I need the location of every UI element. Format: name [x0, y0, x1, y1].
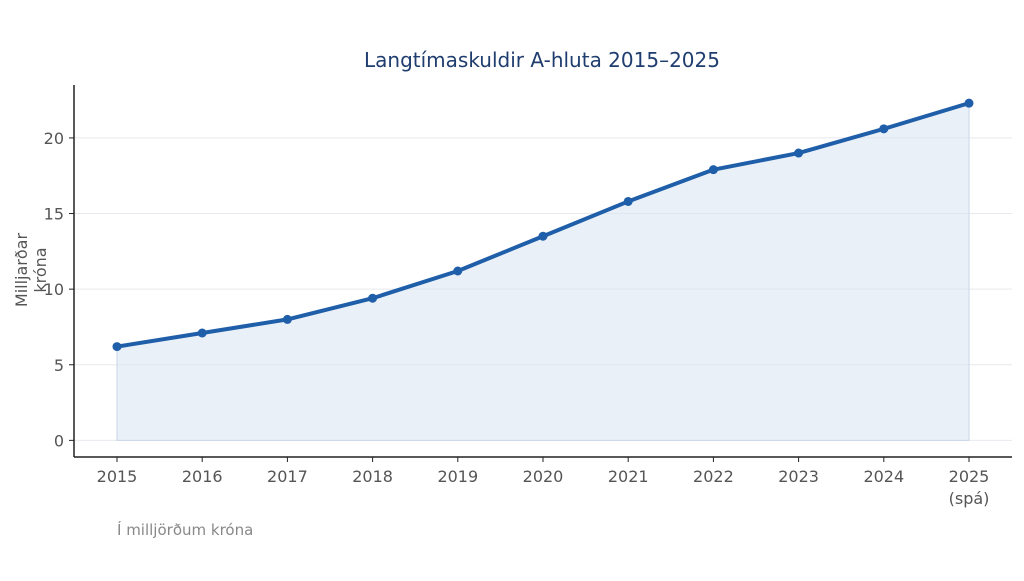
- y-tick-label: 20: [44, 129, 64, 148]
- data-point: [794, 148, 804, 158]
- x-tick-label: 2025: [949, 467, 990, 486]
- footnote: Í milljörðum króna: [117, 521, 254, 539]
- x-tick-label: 2020: [523, 467, 564, 486]
- x-tick-label: 2018: [352, 467, 393, 486]
- data-point: [964, 98, 974, 108]
- x-tick-label: 2015: [97, 467, 138, 486]
- chart-title: Langtímaskuldir A-hluta 2015–2025: [364, 48, 720, 72]
- data-point: [708, 165, 718, 175]
- area-fill: [116, 102, 970, 441]
- y-tick-label: 5: [54, 356, 64, 375]
- x-tick-label: 2016: [182, 467, 223, 486]
- data-point: [197, 328, 207, 338]
- data-point: [282, 314, 292, 324]
- data-point: [453, 266, 463, 276]
- data-point: [623, 196, 633, 206]
- data-point: [538, 231, 548, 241]
- y-tick-label: 0: [54, 431, 64, 450]
- x-tick-label: 2023: [778, 467, 819, 486]
- data-point: [112, 342, 122, 352]
- x-tick-sublabel: (spá): [949, 489, 990, 508]
- x-tick-label: 2024: [863, 467, 904, 486]
- x-tick-label: 2022: [693, 467, 734, 486]
- data-point: [879, 124, 889, 134]
- y-tick-label: 15: [44, 205, 64, 224]
- data-points: [112, 98, 974, 352]
- data-point: [368, 293, 378, 303]
- x-tick-label: 2017: [267, 467, 308, 486]
- x-ticks: 2015 2016 2017 2018 2019 2020 2021 2022 2023 2024…: [97, 457, 990, 508]
- x-tick-label: 2021: [608, 467, 649, 486]
- y-tick-label: 10: [44, 280, 64, 299]
- y-ticks: 0 5 10 15 20: [44, 129, 74, 450]
- x-tick-label: 2019: [437, 467, 478, 486]
